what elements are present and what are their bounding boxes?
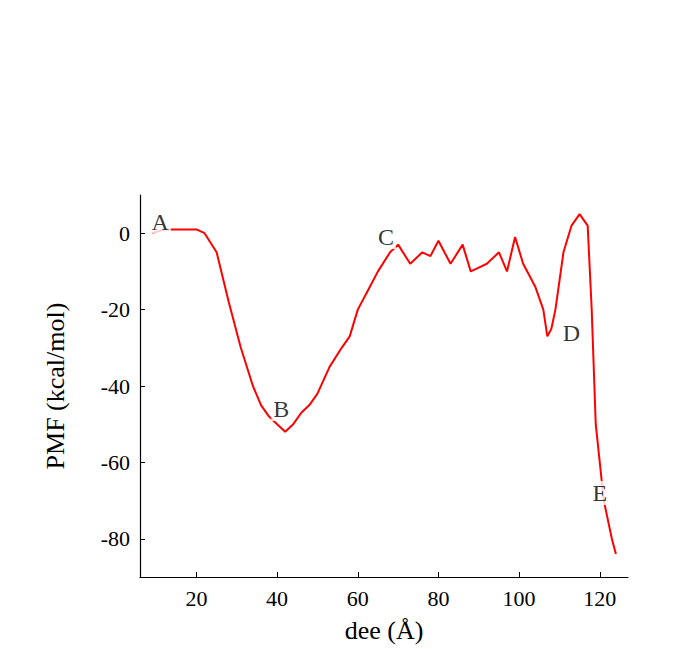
svg-text:40: 40: [266, 586, 288, 611]
svg-text:100: 100: [503, 586, 536, 611]
svg-text:-60: -60: [101, 450, 130, 475]
svg-text:A: A: [151, 209, 169, 235]
svg-text:20: 20: [185, 586, 207, 611]
svg-text:-20: -20: [101, 297, 130, 322]
svg-text:60: 60: [347, 586, 369, 611]
svg-text:B: B: [273, 396, 289, 422]
svg-text:80: 80: [427, 586, 449, 611]
svg-text:E: E: [592, 480, 607, 506]
svg-text:dee (Å): dee (Å): [345, 616, 424, 645]
svg-text:D: D: [563, 320, 580, 346]
svg-text:C: C: [378, 224, 394, 250]
svg-text:PMF (kcal/mol): PMF (kcal/mol): [41, 303, 70, 470]
svg-text:0: 0: [119, 221, 130, 246]
svg-text:-40: -40: [101, 374, 130, 399]
svg-text:-80: -80: [101, 526, 130, 551]
svg-text:120: 120: [583, 586, 616, 611]
